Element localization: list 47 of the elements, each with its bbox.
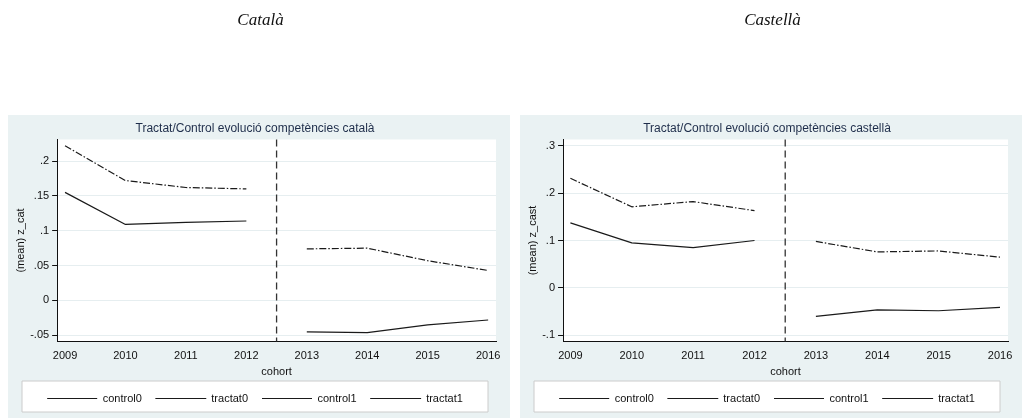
line-series xyxy=(569,177,756,212)
legend-label: tractat1 xyxy=(938,391,975,404)
x-tick-label: 2015 xyxy=(415,349,440,362)
x-axis-title: cohort xyxy=(770,365,801,378)
y-tick-label: .1 xyxy=(39,223,50,236)
line-series xyxy=(815,240,1001,258)
y-tick-label: 0 xyxy=(548,281,556,293)
line-series xyxy=(306,247,489,272)
y-tick-label: -.05 xyxy=(30,328,50,341)
legend-label: control0 xyxy=(614,391,654,404)
legend-label: control0 xyxy=(102,391,142,404)
legend-label: tractat0 xyxy=(211,391,248,404)
x-tick-label: 2011 xyxy=(174,349,198,362)
x-axis-title: cohort xyxy=(261,365,292,378)
y-axis-title: (mean) z_cat xyxy=(13,208,26,273)
chart-title: Castellà xyxy=(743,10,802,30)
chart-subtitle: Tractat/Control evolució competències català xyxy=(135,120,375,135)
legend-label: control1 xyxy=(317,391,357,404)
x-tick-label: 2009 xyxy=(52,349,78,362)
legend-label: tractat0 xyxy=(723,391,760,404)
legend-label: control1 xyxy=(829,391,869,404)
y-tick-label: .2 xyxy=(545,186,556,199)
x-tick-label: 2009 xyxy=(558,349,583,362)
x-tick-label: 2016 xyxy=(987,349,1013,362)
chart-subtitle: Tractat/Control evolució competències castellà xyxy=(643,120,892,135)
y-tick-label: -.1 xyxy=(542,328,556,341)
y-tick-label: .15 xyxy=(33,188,50,201)
x-tick-label: 2012 xyxy=(742,349,767,362)
y-tick-label: .1 xyxy=(545,233,556,246)
chart-title: Català xyxy=(236,10,285,30)
y-tick-label: .05 xyxy=(33,258,50,271)
x-tick-label: 2015 xyxy=(926,349,951,362)
x-tick-label: 2013 xyxy=(803,349,829,362)
x-tick-label: 2014 xyxy=(865,349,890,362)
legend-label: tractat1 xyxy=(426,391,463,404)
y-tick-label: 0 xyxy=(43,293,50,306)
x-tick-label: 2011 xyxy=(681,349,705,362)
x-tick-label: 2010 xyxy=(113,349,138,362)
x-tick-label: 2012 xyxy=(234,349,259,362)
x-tick-label: 2013 xyxy=(294,349,320,362)
y-tick-label: .3 xyxy=(545,138,556,151)
x-tick-label: 2010 xyxy=(619,349,645,362)
x-tick-label: 2016 xyxy=(475,349,501,362)
y-axis-title: (mean) z_cast xyxy=(525,205,538,276)
line-series xyxy=(64,145,247,190)
y-tick-label: .2 xyxy=(39,154,50,167)
x-tick-label: 2014 xyxy=(355,349,380,362)
